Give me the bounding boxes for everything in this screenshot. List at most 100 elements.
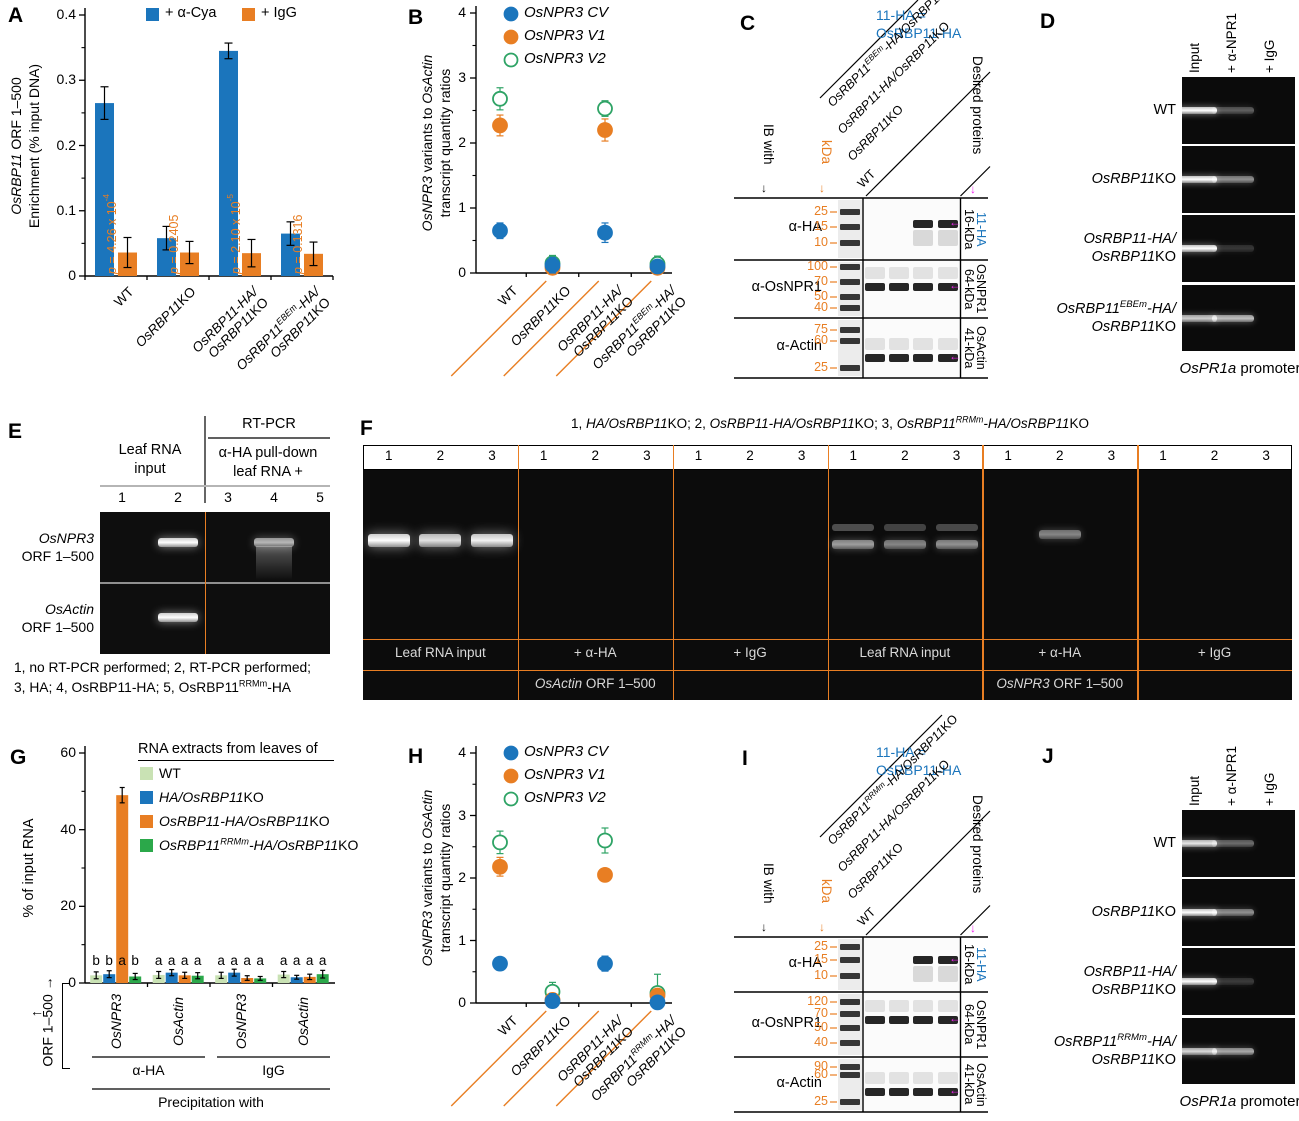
gel-band bbox=[1212, 909, 1254, 917]
y-tick-label: 4 bbox=[458, 744, 466, 760]
legend-label: OsNPR3 V2 bbox=[524, 50, 606, 67]
protein-band bbox=[913, 1088, 933, 1096]
gel-band bbox=[1212, 245, 1254, 253]
y-tick-label: 40 bbox=[60, 820, 76, 837]
background-smear bbox=[913, 966, 933, 982]
y-tick-label: 2 bbox=[458, 134, 466, 150]
legend-label: OsNPR3 V1 bbox=[524, 766, 606, 783]
lane-number: 1 bbox=[118, 489, 126, 505]
category-separator bbox=[503, 1010, 600, 1107]
y-axis-title: % of input RNA bbox=[21, 818, 37, 918]
western-note: 11-HA = OsRBP11-HA bbox=[876, 7, 962, 41]
chip-row-label: OsRBP11KO bbox=[1091, 904, 1176, 921]
sig-letter: a bbox=[167, 953, 176, 968]
legend-label: HA/OsRBP11KO bbox=[159, 789, 264, 805]
legend-label: + IgG bbox=[261, 5, 297, 21]
category-separator bbox=[555, 1010, 652, 1107]
legend-marker bbox=[503, 745, 519, 761]
rtpcr-header: RT-PCR bbox=[242, 416, 296, 432]
data-point bbox=[597, 100, 613, 117]
y-axis-title: OsNPR3 variants to OsActin transcript qua… bbox=[419, 789, 453, 967]
kda-marker-label: 75 bbox=[814, 322, 828, 336]
protein-band bbox=[913, 220, 933, 228]
f-lane-number: 2 bbox=[436, 448, 445, 463]
bar bbox=[215, 975, 228, 983]
legend-label: OsNPR3 CV bbox=[524, 4, 609, 21]
background-smear bbox=[889, 267, 909, 279]
x-group-gene-label: OsActin bbox=[295, 997, 312, 1047]
ladder-band bbox=[840, 209, 860, 215]
panel-a-letter: A bbox=[8, 4, 24, 27]
sig-letter: b bbox=[131, 953, 139, 968]
header-diagonal bbox=[865, 810, 991, 936]
sig-letter: a bbox=[230, 953, 238, 968]
kda-arrow: ↓ bbox=[819, 920, 825, 934]
kda-marker-label: 70 bbox=[814, 274, 828, 288]
blot-lane-area bbox=[864, 993, 960, 1056]
sig-letter: a bbox=[243, 953, 251, 968]
band-pointer-arrow: ← bbox=[949, 349, 961, 363]
clip-gel: Leaf RNA input + α-HA + IgG Leaf RNA input +… bbox=[363, 470, 1292, 700]
gel-band-upper bbox=[883, 524, 926, 531]
x-group-gene-label: OsNPR3 bbox=[107, 993, 124, 1050]
f-lane-number: 2 bbox=[901, 448, 909, 463]
ladder-band bbox=[840, 240, 860, 246]
gel-band bbox=[832, 540, 875, 549]
data-point bbox=[649, 994, 666, 1011]
gel-band bbox=[1175, 909, 1217, 917]
protein-size-label: 64-kDa bbox=[962, 268, 976, 310]
gel-band bbox=[1175, 840, 1217, 847]
y-tick-label: 0 bbox=[68, 974, 76, 990]
bar bbox=[219, 50, 238, 277]
ladder-band bbox=[840, 305, 860, 311]
background-smear bbox=[938, 1000, 958, 1012]
ladder-band bbox=[840, 999, 860, 1005]
chip-col-header: + α-NPR1 bbox=[1224, 13, 1239, 73]
gel-band bbox=[1212, 176, 1254, 184]
bar bbox=[277, 974, 290, 983]
band-pointer-arrow: ← bbox=[949, 951, 961, 965]
panel-h-letter: H bbox=[408, 745, 424, 768]
background-smear bbox=[938, 338, 958, 350]
protein-name-label: OsNPR1 bbox=[974, 264, 988, 314]
f-lane-number: 3 bbox=[1262, 448, 1270, 463]
panel-g: G 0 20 40 60 b b a b a a a a a a a a a a a a RNA extracts fr… bbox=[0, 715, 358, 1121]
y-tick-label: 60 bbox=[60, 744, 76, 760]
protein-band bbox=[938, 956, 958, 964]
legend-swatch bbox=[140, 839, 153, 852]
y-tick-label: 3 bbox=[458, 806, 466, 823]
protein-band bbox=[889, 1088, 909, 1096]
panel-b: B 0 1 2 3 4 OsNPR3 CV OsNPR3 V1 OsNPR3 V2 OsNPR3… bbox=[340, 0, 689, 400]
panel-c: C 11-HA = OsRBP11-HA IB with ↓ kDa ↓ Desired p… bbox=[670, 0, 991, 400]
rip-gel bbox=[100, 512, 330, 654]
gel-smear bbox=[256, 546, 292, 580]
chip-caption: OsPR1a promoter bbox=[1179, 360, 1299, 377]
sig-letter: b bbox=[105, 953, 113, 968]
p-value-label: p = 0.1316 bbox=[291, 214, 305, 274]
category-separator bbox=[450, 280, 547, 377]
kda-marker-label: 25 bbox=[814, 360, 828, 374]
kda-marker-label: 90 bbox=[814, 1059, 828, 1073]
kda-marker-label: 40 bbox=[814, 300, 828, 314]
protein-name-label: 11-HA bbox=[974, 947, 988, 982]
band-pointer-arrow: ← bbox=[949, 1011, 961, 1025]
strip-divider bbox=[1137, 445, 1139, 470]
gel-band bbox=[1212, 107, 1254, 114]
f-section-label: + α-HA bbox=[573, 645, 617, 660]
category-separator bbox=[503, 280, 600, 377]
orf-row-label: ORF 1–500 → bbox=[39, 976, 56, 1067]
data-point bbox=[492, 90, 508, 107]
f-lane-number: 3 bbox=[952, 448, 961, 463]
chip-row-label: OsRBP11-HA/OsRBP11KO bbox=[1083, 231, 1176, 266]
ladder-band bbox=[840, 1099, 860, 1105]
background-smear bbox=[938, 1072, 958, 1084]
p-value-label: p = 2.10 x 10-5 bbox=[225, 194, 243, 274]
legend-marker bbox=[503, 6, 519, 22]
background-smear bbox=[913, 230, 933, 246]
protein-name-label: OsActin bbox=[974, 1062, 988, 1107]
chip-gel-box bbox=[1175, 1017, 1295, 1085]
kda-marker-label: 25 bbox=[814, 1094, 828, 1108]
kda-marker-label: 25 bbox=[814, 204, 828, 218]
gel-band bbox=[1175, 176, 1217, 184]
gel-band bbox=[1212, 978, 1254, 986]
